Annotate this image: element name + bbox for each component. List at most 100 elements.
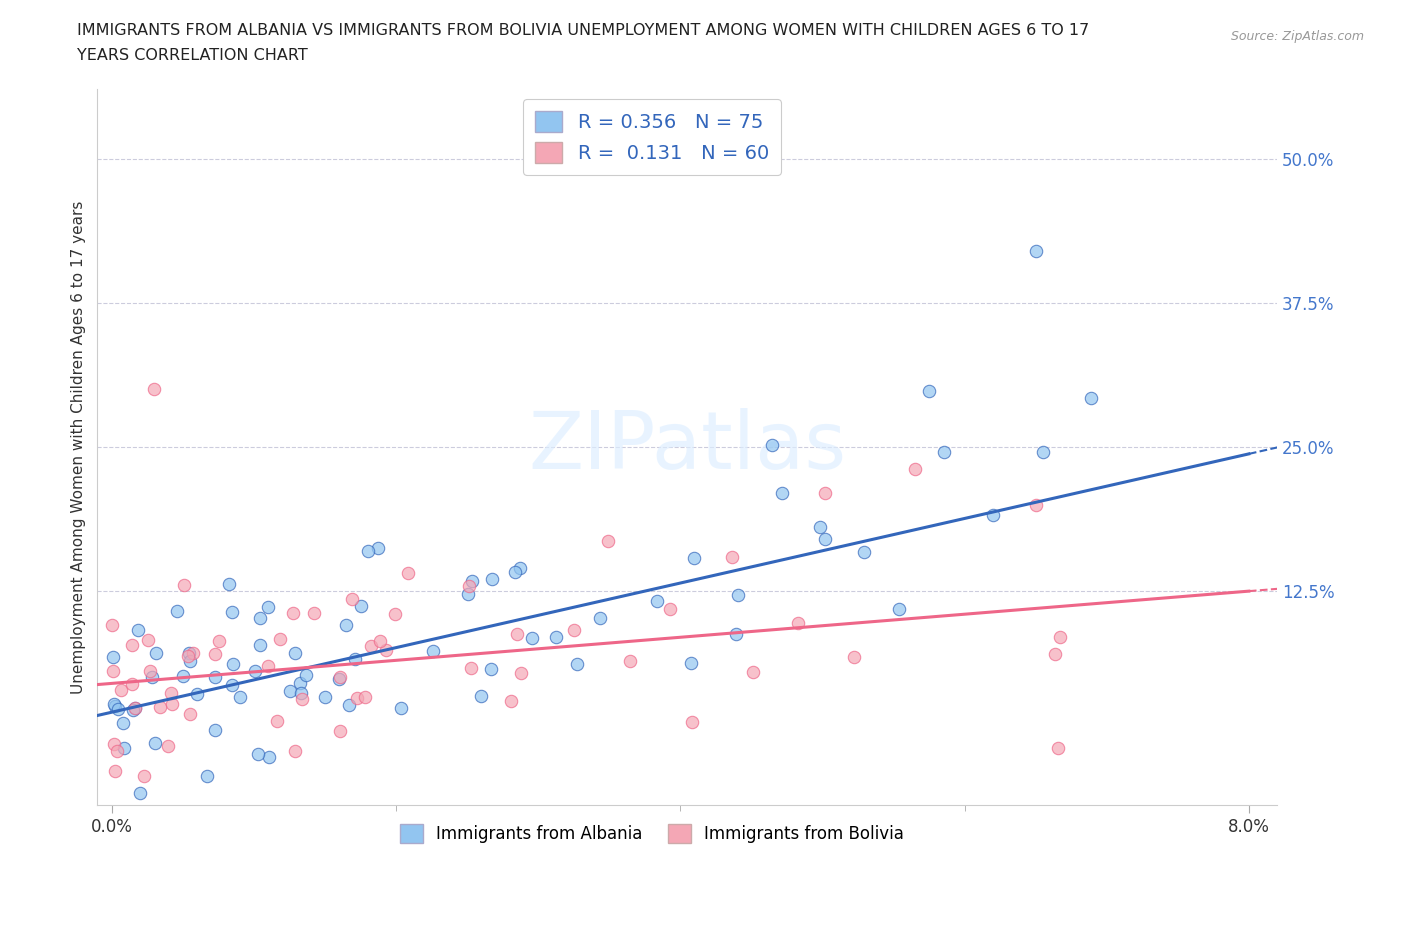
- Point: [934, 445, 956, 459]
- Point: [918, 383, 941, 398]
- Text: ZIPatlas: ZIPatlas: [529, 408, 846, 486]
- Point: [245, 664, 267, 679]
- Point: [619, 654, 641, 669]
- Point: [761, 438, 783, 453]
- Point: [329, 670, 352, 684]
- Point: [853, 544, 876, 559]
- Point: [645, 593, 668, 608]
- Point: [682, 551, 704, 565]
- Point: [105, 744, 128, 759]
- Point: [598, 534, 620, 549]
- Point: [520, 631, 543, 645]
- Point: [156, 739, 179, 754]
- Point: [887, 602, 910, 617]
- Point: [505, 626, 527, 641]
- Point: [278, 684, 301, 698]
- Point: [337, 698, 360, 712]
- Point: [139, 664, 162, 679]
- Point: [422, 644, 444, 658]
- Point: [544, 630, 567, 644]
- Point: [562, 622, 585, 637]
- Point: [343, 652, 366, 667]
- Legend: Immigrants from Albania, Immigrants from Bolivia: Immigrants from Albania, Immigrants from…: [392, 817, 911, 850]
- Point: [186, 686, 208, 701]
- Point: [101, 649, 124, 664]
- Point: [143, 736, 166, 751]
- Point: [727, 588, 749, 603]
- Point: [177, 646, 200, 661]
- Point: [160, 685, 183, 700]
- Point: [221, 604, 243, 619]
- Point: [808, 519, 831, 534]
- Point: [283, 605, 305, 620]
- Point: [503, 565, 526, 579]
- Point: [290, 675, 312, 690]
- Point: [681, 714, 703, 729]
- Point: [124, 701, 146, 716]
- Point: [107, 702, 129, 717]
- Point: [479, 662, 502, 677]
- Point: [284, 645, 307, 660]
- Point: [143, 382, 166, 397]
- Point: [1049, 630, 1071, 644]
- Point: [294, 667, 316, 682]
- Point: [1025, 244, 1047, 259]
- Point: [1047, 740, 1070, 755]
- Point: [720, 550, 742, 565]
- Point: [340, 592, 363, 607]
- Point: [128, 786, 150, 801]
- Point: [104, 764, 127, 778]
- Point: [221, 678, 243, 693]
- Point: [195, 769, 218, 784]
- Point: [177, 648, 200, 663]
- Point: [814, 485, 837, 500]
- Point: [124, 700, 146, 715]
- Point: [509, 666, 531, 681]
- Point: [112, 740, 135, 755]
- Point: [589, 611, 612, 626]
- Point: [328, 671, 350, 686]
- Point: [565, 657, 588, 671]
- Point: [103, 697, 125, 711]
- Point: [141, 670, 163, 684]
- Text: Source: ZipAtlas.com: Source: ZipAtlas.com: [1230, 30, 1364, 43]
- Point: [1045, 646, 1067, 661]
- Point: [357, 544, 380, 559]
- Point: [458, 578, 481, 593]
- Point: [204, 670, 226, 684]
- Point: [367, 540, 389, 555]
- Point: [249, 638, 271, 653]
- Point: [389, 701, 412, 716]
- Point: [222, 657, 245, 671]
- Point: [353, 689, 375, 704]
- Point: [335, 618, 357, 632]
- Point: [290, 685, 312, 700]
- Y-axis label: Unemployment Among Women with Children Ages 6 to 17 years: Unemployment Among Women with Children A…: [72, 200, 86, 694]
- Point: [314, 689, 336, 704]
- Point: [384, 607, 406, 622]
- Point: [770, 485, 793, 500]
- Point: [269, 631, 291, 646]
- Point: [349, 598, 371, 613]
- Point: [481, 572, 503, 587]
- Point: [741, 664, 763, 679]
- Point: [249, 611, 271, 626]
- Point: [127, 623, 149, 638]
- Point: [104, 698, 127, 713]
- Point: [122, 702, 145, 717]
- Point: [460, 661, 482, 676]
- Point: [499, 693, 522, 708]
- Point: [786, 615, 808, 630]
- Point: [266, 714, 288, 729]
- Point: [181, 645, 204, 660]
- Point: [172, 669, 194, 684]
- Point: [842, 649, 865, 664]
- Point: [725, 626, 748, 641]
- Point: [981, 508, 1004, 523]
- Point: [257, 600, 280, 615]
- Point: [291, 691, 314, 706]
- Text: YEARS CORRELATION CHART: YEARS CORRELATION CHART: [77, 48, 308, 63]
- Point: [149, 699, 172, 714]
- Point: [302, 605, 325, 620]
- Point: [461, 573, 484, 588]
